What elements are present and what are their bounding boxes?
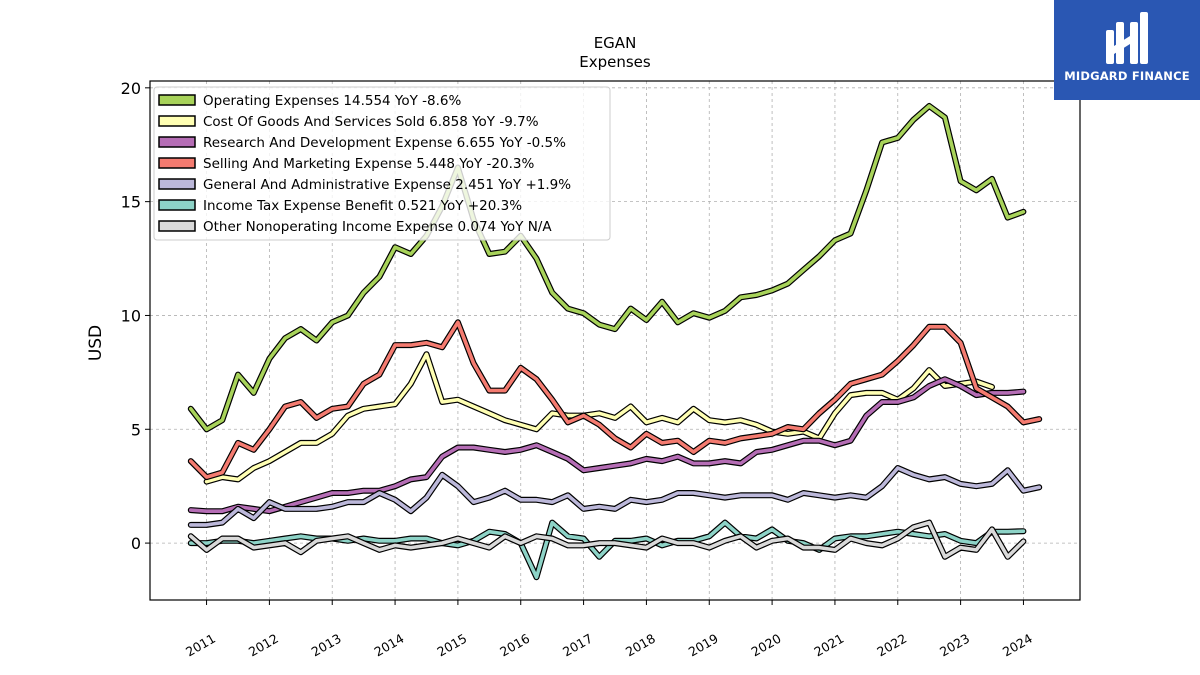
x-tick-label: 2018 (623, 631, 658, 660)
y-axis-label: USD (86, 325, 106, 361)
series-line (187, 465, 1043, 528)
legend-label: Selling And Marketing Expense 5.448 YoY … (203, 156, 534, 172)
series-line (187, 519, 1027, 560)
legend-entry: Research And Development Expense 6.655 Y… (158, 135, 566, 151)
series-line (187, 376, 1027, 515)
x-axis-ticks: 2011 2012 2013 2014 2015 2016 2017 2018 2019 2020… (183, 600, 1035, 660)
midgard-logo-icon (1106, 12, 1148, 64)
x-tick-label: 2016 (497, 631, 532, 660)
legend: Operating Expenses 14.554 YoY -8.6% Cost … (153, 86, 611, 241)
x-tick-label: 2021 (811, 631, 846, 660)
series-line (203, 351, 995, 485)
x-tick-label: 2022 (874, 631, 909, 660)
legend-entry: General And Administrative Expense 2.451… (158, 177, 571, 193)
series-line (187, 319, 1043, 481)
plot-area-frame (149, 80, 1081, 601)
x-tick-label: 2011 (183, 631, 218, 660)
series-stroke (189, 104, 1026, 432)
series-stroke (189, 377, 1026, 514)
legend-swatch (158, 115, 196, 127)
legend-swatch (158, 157, 196, 169)
y-tick-label: 20 (121, 79, 141, 98)
y-tick-label: 10 (121, 306, 141, 325)
series-lines (187, 103, 1043, 581)
legend-label: Research And Development Expense 6.655 Y… (203, 135, 566, 151)
x-tick-label: 2019 (686, 631, 721, 660)
series-stroke (189, 520, 1026, 580)
logo-text: MIDGARD FINANCE (1064, 69, 1190, 83)
legend-entry: Cost Of Goods And Services Sold 6.858 Yo… (158, 114, 539, 130)
legend-entry: Operating Expenses 14.554 YoY -8.6% (158, 93, 462, 109)
x-tick-label: 2014 (372, 631, 407, 660)
legend-swatch (158, 220, 196, 232)
series-stroke (189, 320, 1041, 479)
x-tick-label: 2013 (309, 631, 344, 660)
y-tick-label: 5 (131, 420, 141, 439)
legend-label: Operating Expenses 14.554 YoY -8.6% (203, 93, 462, 109)
series-stroke (204, 352, 994, 484)
x-tick-label: 2020 (749, 631, 784, 660)
chart-subtitle: Expenses (579, 53, 651, 71)
legend-entry: Other Nonoperating Income Expense 0.074 … (158, 219, 552, 235)
series-line (187, 103, 1027, 433)
y-tick-label: 0 (131, 534, 141, 553)
chart-title: EGAN (594, 34, 637, 52)
legend-swatch (158, 178, 196, 190)
midgard-finance-logo: MIDGARD FINANCE (1054, 0, 1200, 100)
x-tick-label: 2017 (560, 631, 595, 660)
legend-label: Other Nonoperating Income Expense 0.074 … (203, 219, 552, 235)
legend-swatch (158, 94, 196, 106)
legend-label: General And Administrative Expense 2.451… (203, 177, 571, 193)
x-tick-label: 2012 (246, 631, 281, 660)
legend-swatch (158, 199, 196, 211)
legend-entry: Selling And Marketing Expense 5.448 YoY … (158, 156, 534, 172)
y-tick-label: 15 (121, 193, 141, 212)
legend-swatch (158, 136, 196, 148)
x-tick-label: 2024 (1000, 631, 1035, 660)
legend-label: Income Tax Expense Benefit 0.521 YoY +20… (203, 198, 522, 214)
y-axis-ticks: 0 5 10 15 20 (121, 79, 150, 553)
series-stroke (189, 520, 1026, 559)
series-stroke (189, 466, 1041, 527)
series-line (187, 519, 1027, 581)
x-tick-label: 2023 (937, 631, 972, 660)
legend-box (153, 86, 611, 241)
series-outline (203, 351, 995, 485)
x-tick-label: 2015 (434, 631, 469, 660)
legend-label: Cost Of Goods And Services Sold 6.858 Yo… (203, 114, 539, 130)
legend-entry: Income Tax Expense Benefit 0.521 YoY +20… (158, 198, 522, 214)
